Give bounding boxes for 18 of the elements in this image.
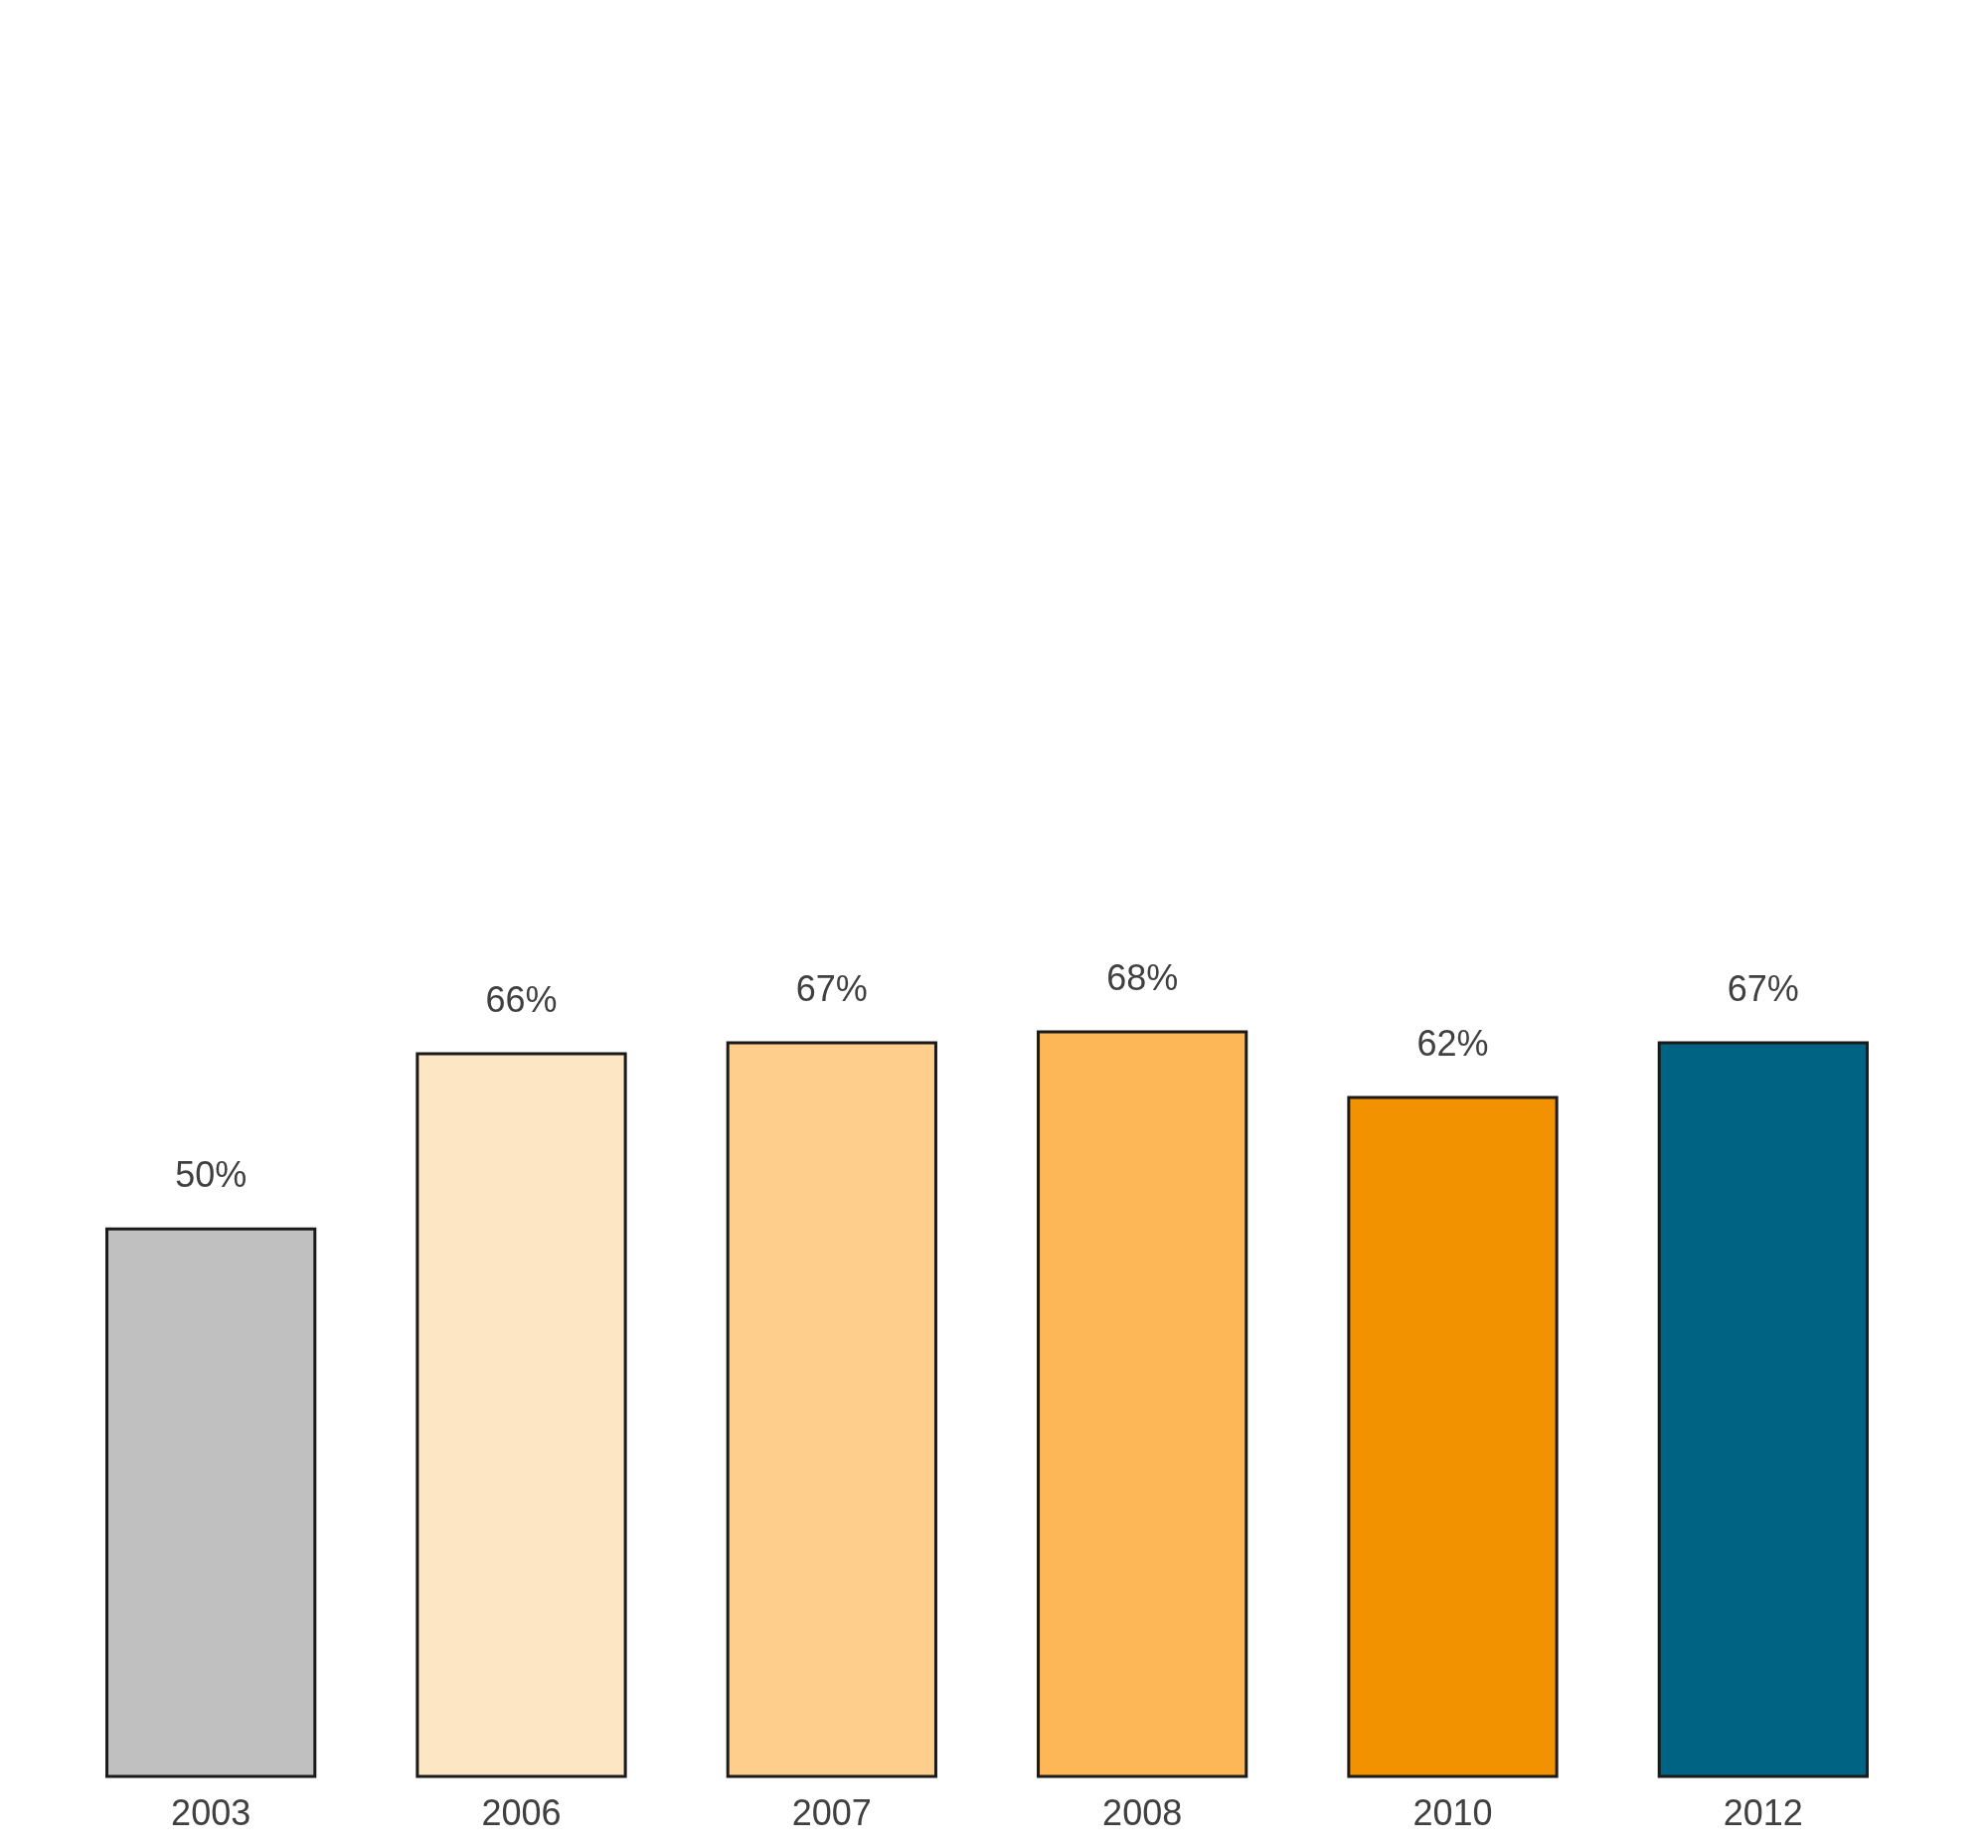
bar: [1037, 1030, 1248, 1778]
x-tick-label: 2008: [1102, 1791, 1183, 1833]
x-tick-label: 2003: [171, 1791, 251, 1833]
bar: [1657, 1041, 1869, 1778]
bar: [415, 1052, 627, 1778]
data-label: 62%: [1416, 1023, 1489, 1065]
x-tick-label: 2007: [791, 1791, 872, 1833]
data-label: 67%: [1727, 968, 1799, 1010]
data-label: 68%: [1106, 957, 1179, 998]
bar: [1347, 1095, 1559, 1778]
bar: [726, 1041, 937, 1778]
x-tick-label: 2012: [1723, 1791, 1803, 1833]
data-label: 67%: [795, 968, 868, 1010]
x-tick-label: 2006: [481, 1791, 562, 1833]
data-label: 50%: [175, 1154, 248, 1196]
x-tick-label: 2010: [1412, 1791, 1493, 1833]
data-label: 66%: [485, 979, 558, 1021]
bar: [105, 1227, 317, 1778]
